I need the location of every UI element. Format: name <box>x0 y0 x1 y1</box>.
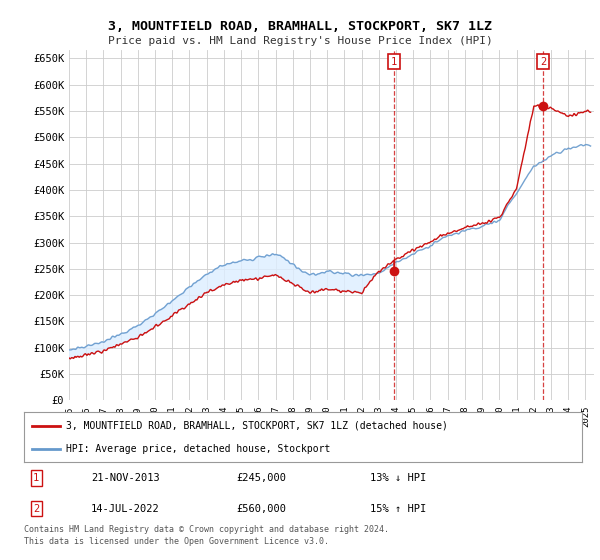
Text: £245,000: £245,000 <box>236 473 286 483</box>
Text: 14-JUL-2022: 14-JUL-2022 <box>91 504 160 514</box>
Text: 3, MOUNTFIELD ROAD, BRAMHALL, STOCKPORT, SK7 1LZ (detached house): 3, MOUNTFIELD ROAD, BRAMHALL, STOCKPORT,… <box>66 421 448 431</box>
Text: 15% ↑ HPI: 15% ↑ HPI <box>370 504 426 514</box>
Text: 1: 1 <box>33 473 40 483</box>
Text: 13% ↓ HPI: 13% ↓ HPI <box>370 473 426 483</box>
Text: 2: 2 <box>540 57 546 67</box>
Text: HPI: Average price, detached house, Stockport: HPI: Average price, detached house, Stoc… <box>66 445 330 454</box>
Text: 21-NOV-2013: 21-NOV-2013 <box>91 473 160 483</box>
Text: £560,000: £560,000 <box>236 504 286 514</box>
Text: Contains HM Land Registry data © Crown copyright and database right 2024.
This d: Contains HM Land Registry data © Crown c… <box>24 525 389 546</box>
Text: Price paid vs. HM Land Registry's House Price Index (HPI): Price paid vs. HM Land Registry's House … <box>107 36 493 46</box>
Text: 1: 1 <box>391 57 397 67</box>
Text: 2: 2 <box>33 504 40 514</box>
Text: 3, MOUNTFIELD ROAD, BRAMHALL, STOCKPORT, SK7 1LZ: 3, MOUNTFIELD ROAD, BRAMHALL, STOCKPORT,… <box>108 20 492 32</box>
